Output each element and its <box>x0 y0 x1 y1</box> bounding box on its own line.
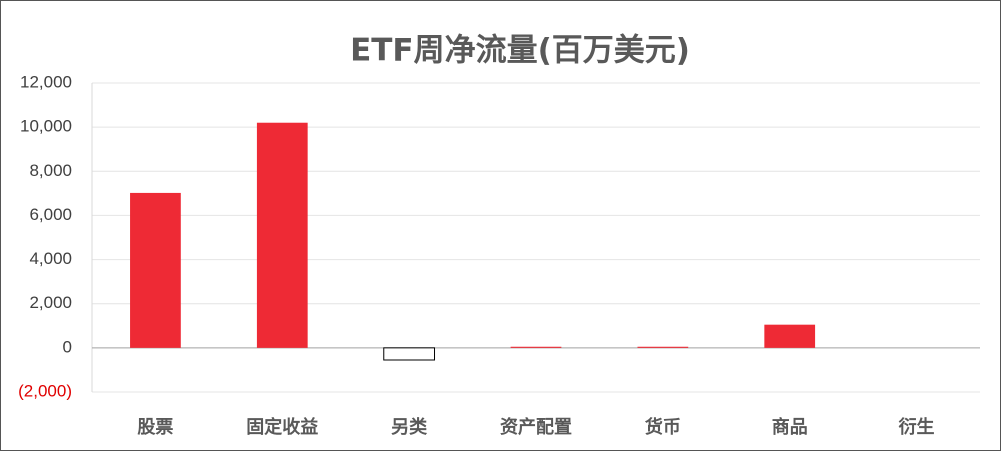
bar <box>130 192 181 348</box>
y-tick-label: 4,000 <box>29 249 72 268</box>
bar <box>256 122 308 348</box>
bar <box>764 324 816 348</box>
y-tick-label: 12,000 <box>20 72 72 91</box>
y-tick-label: 10,000 <box>20 117 72 136</box>
x-tick-label: 固定收益 <box>246 416 318 438</box>
y-tick-label: 2,000 <box>29 293 72 312</box>
y-tick-label: 0 <box>63 337 72 356</box>
x-tick-label: 资产配置 <box>500 416 572 438</box>
y-tick-label: 6,000 <box>29 205 72 224</box>
x-tick-label: 股票 <box>136 417 173 438</box>
bar <box>510 346 562 348</box>
y-tick-label: 8,000 <box>29 161 72 180</box>
x-tick-label: 货币 <box>645 416 681 438</box>
y-tick-label: (2,000) <box>18 381 72 400</box>
x-tick-label: 衍生 <box>899 416 935 438</box>
chart-title: ETF周净流量(百万美元) <box>350 33 690 69</box>
bar <box>637 346 689 348</box>
bar <box>383 347 436 361</box>
x-tick-label: 另类 <box>391 416 428 438</box>
x-tick-label: 商品 <box>772 416 808 438</box>
